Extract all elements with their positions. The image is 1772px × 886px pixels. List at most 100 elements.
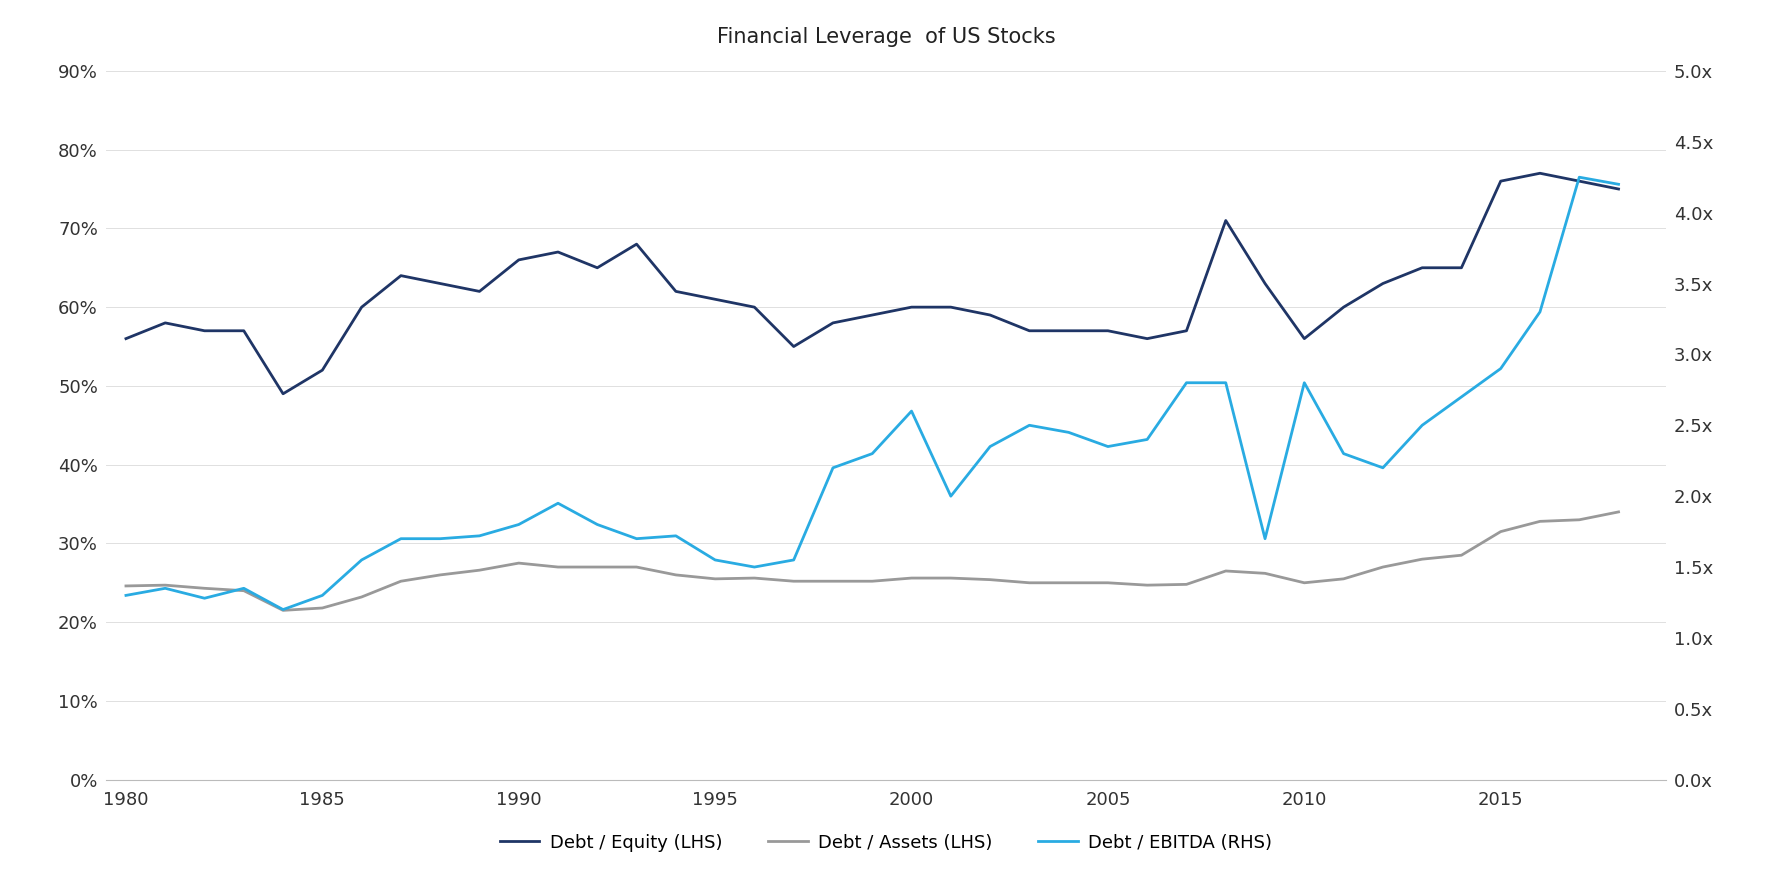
Debt / Assets (LHS): [664, 570, 686, 580]
Debt / EBITDA (RHS): [429, 533, 450, 544]
Debt / Equity (LHS): [626, 239, 647, 250]
Debt / Equity (LHS): [1216, 215, 1237, 226]
Debt / EBITDA (RHS): [234, 583, 255, 594]
Debt / EBITDA (RHS): [1490, 363, 1512, 374]
Debt / Equity (LHS): [115, 333, 136, 344]
Debt / EBITDA (RHS): [273, 604, 294, 615]
Debt / EBITDA (RHS): [587, 519, 608, 530]
Debt / Assets (LHS): [1412, 554, 1434, 564]
Debt / Equity (LHS): [1333, 302, 1354, 313]
Debt / Equity (LHS): [390, 270, 411, 281]
Debt / EBITDA (RHS): [1058, 427, 1079, 438]
Debt / Equity (LHS): [1412, 262, 1434, 273]
Debt / Assets (LHS): [941, 572, 962, 583]
Debt / EBITDA (RHS): [470, 531, 491, 541]
Debt / Assets (LHS): [1333, 573, 1354, 584]
Debt / Equity (LHS): [1294, 333, 1315, 344]
Debt / EBITDA (RHS): [1372, 462, 1393, 473]
Debt / Assets (LHS): [626, 562, 647, 572]
Legend: Debt / Equity (LHS), Debt / Assets (LHS), Debt / EBITDA (RHS): Debt / Equity (LHS), Debt / Assets (LHS)…: [493, 827, 1279, 859]
Debt / Equity (LHS): [154, 317, 175, 328]
Debt / Equity (LHS): [429, 278, 450, 289]
Debt / EBITDA (RHS): [548, 498, 569, 509]
Debt / Equity (LHS): [900, 302, 921, 313]
Debt / Assets (LHS): [744, 572, 766, 583]
Debt / Equity (LHS): [193, 325, 214, 336]
Debt / Assets (LHS): [193, 583, 214, 594]
Debt / Equity (LHS): [234, 325, 255, 336]
Debt / Assets (LHS): [1255, 568, 1276, 579]
Debt / EBITDA (RHS): [900, 406, 921, 416]
Debt / Assets (LHS): [783, 576, 804, 587]
Debt / EBITDA (RHS): [1607, 179, 1628, 190]
Debt / EBITDA (RHS): [390, 533, 411, 544]
Debt / Equity (LHS): [273, 388, 294, 399]
Debt / Assets (LHS): [1294, 578, 1315, 588]
Debt / EBITDA (RHS): [626, 533, 647, 544]
Debt / Equity (LHS): [1372, 278, 1393, 289]
Debt / EBITDA (RHS): [1019, 420, 1040, 431]
Debt / Assets (LHS): [1136, 579, 1157, 590]
Debt / Assets (LHS): [509, 558, 530, 569]
Debt / Equity (LHS): [470, 286, 491, 297]
Debt / EBITDA (RHS): [1529, 307, 1550, 317]
Debt / Assets (LHS): [548, 562, 569, 572]
Debt / Equity (LHS): [1568, 175, 1589, 186]
Debt / Equity (LHS): [1607, 183, 1628, 194]
Debt / EBITDA (RHS): [744, 562, 766, 572]
Debt / EBITDA (RHS): [1294, 377, 1315, 388]
Debt / EBITDA (RHS): [154, 583, 175, 594]
Debt / Assets (LHS): [1216, 565, 1237, 576]
Debt / Assets (LHS): [900, 572, 921, 583]
Debt / EBITDA (RHS): [1136, 434, 1157, 445]
Debt / EBITDA (RHS): [115, 590, 136, 601]
Line: Debt / Assets (LHS): Debt / Assets (LHS): [126, 512, 1618, 610]
Title: Financial Leverage  of US Stocks: Financial Leverage of US Stocks: [716, 27, 1056, 47]
Line: Debt / Equity (LHS): Debt / Equity (LHS): [126, 174, 1618, 393]
Debt / Assets (LHS): [1568, 515, 1589, 525]
Debt / Assets (LHS): [980, 574, 1001, 585]
Debt / Equity (LHS): [548, 246, 569, 257]
Debt / Assets (LHS): [470, 565, 491, 576]
Debt / Assets (LHS): [1019, 578, 1040, 588]
Debt / Equity (LHS): [587, 262, 608, 273]
Debt / Equity (LHS): [509, 254, 530, 265]
Debt / EBITDA (RHS): [1216, 377, 1237, 388]
Debt / EBITDA (RHS): [980, 441, 1001, 452]
Debt / Assets (LHS): [390, 576, 411, 587]
Debt / Equity (LHS): [1058, 325, 1079, 336]
Debt / EBITDA (RHS): [941, 491, 962, 501]
Debt / Equity (LHS): [705, 294, 727, 305]
Debt / Assets (LHS): [1058, 578, 1079, 588]
Debt / Assets (LHS): [1177, 579, 1198, 590]
Debt / EBITDA (RHS): [783, 555, 804, 565]
Debt / EBITDA (RHS): [1097, 441, 1118, 452]
Debt / Assets (LHS): [234, 586, 255, 596]
Debt / EBITDA (RHS): [1451, 392, 1473, 402]
Debt / Equity (LHS): [1529, 168, 1550, 179]
Debt / Equity (LHS): [312, 365, 333, 376]
Debt / Equity (LHS): [783, 341, 804, 352]
Debt / Assets (LHS): [312, 602, 333, 613]
Debt / Assets (LHS): [1372, 562, 1393, 572]
Debt / Equity (LHS): [1097, 325, 1118, 336]
Debt / Assets (LHS): [1607, 507, 1628, 517]
Debt / Assets (LHS): [1490, 526, 1512, 537]
Debt / EBITDA (RHS): [1412, 420, 1434, 431]
Debt / EBITDA (RHS): [1568, 172, 1589, 183]
Debt / EBITDA (RHS): [1177, 377, 1198, 388]
Debt / Assets (LHS): [351, 592, 372, 602]
Debt / EBITDA (RHS): [509, 519, 530, 530]
Debt / Assets (LHS): [154, 579, 175, 590]
Line: Debt / EBITDA (RHS): Debt / EBITDA (RHS): [126, 177, 1618, 610]
Debt / Equity (LHS): [980, 310, 1001, 321]
Debt / EBITDA (RHS): [351, 555, 372, 565]
Debt / Equity (LHS): [664, 286, 686, 297]
Debt / EBITDA (RHS): [312, 590, 333, 601]
Debt / Equity (LHS): [941, 302, 962, 313]
Debt / EBITDA (RHS): [1255, 533, 1276, 544]
Debt / Assets (LHS): [273, 605, 294, 616]
Debt / Equity (LHS): [1177, 325, 1198, 336]
Debt / EBITDA (RHS): [861, 448, 882, 459]
Debt / EBITDA (RHS): [822, 462, 843, 473]
